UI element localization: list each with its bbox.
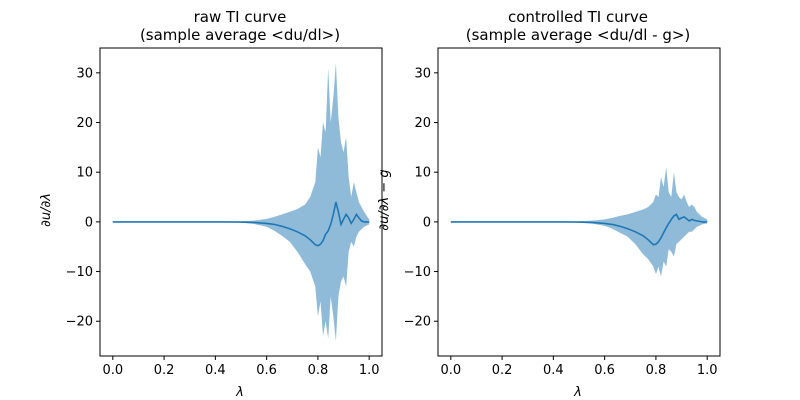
y-tick-label: 10 (414, 166, 431, 181)
x-axis-label: λ (573, 385, 582, 400)
y-tick-label: 30 (76, 66, 93, 81)
y-tick-label: 20 (414, 116, 431, 131)
x-tick-label: 0.8 (646, 363, 667, 378)
y-tick-label: 20 (76, 116, 93, 131)
x-tick-label: 0.4 (543, 363, 564, 378)
y-axis-label: ∂u/∂λ (39, 193, 54, 227)
mean-line (112, 201, 370, 247)
y-tick-label: 0 (85, 215, 93, 230)
axes-frame (437, 47, 721, 357)
axes-frame (99, 47, 383, 357)
chart-title-line-1: raw TI curve (194, 8, 287, 26)
y-tick-label: −10 (66, 265, 93, 280)
controlled-ti-panel: controlled TI curve (sample average <du/… (377, 8, 721, 400)
y-tick-label: −20 (404, 315, 431, 330)
y-tick-label: −20 (66, 315, 93, 330)
plot-area: 0.0 0.2 0.4 0.6 0.8 1.0 −20 −10 0 10 20 30 (404, 47, 721, 378)
y-tick-label: 30 (414, 66, 431, 81)
x-tick-label: 1.0 (697, 363, 718, 378)
y-tick-label: 10 (76, 166, 93, 181)
x-tick-label: 0.0 (102, 363, 123, 378)
x-tick-label: 0.4 (205, 363, 226, 378)
x-tick-label: 0.8 (308, 363, 329, 378)
y-tick-label: 0 (423, 215, 431, 230)
plot-area: 0.0 0.2 0.4 0.6 0.8 1.0 −20 −10 0 10 20 30 (66, 47, 383, 378)
x-tick-label: 0.6 (594, 363, 615, 378)
x-tick-label: 0.0 (440, 363, 461, 378)
x-tick-label: 0.2 (154, 363, 175, 378)
x-axis-label: λ (235, 385, 244, 400)
x-tick-label: 1.0 (359, 363, 380, 378)
x-tick-label: 0.6 (256, 363, 277, 378)
x-tick-label: 0.2 (492, 363, 513, 378)
y-tick-label: −10 (404, 265, 431, 280)
y-axis-label: ∂u/∂λ − g (377, 169, 392, 230)
chart-title-line-2: (sample average <du/dl - g>) (466, 26, 691, 44)
mean-line (450, 213, 708, 246)
chart-title-line-2: (sample average <du/dl>) (140, 26, 340, 44)
confidence-band (112, 62, 370, 342)
raw-ti-panel: raw TI curve (sample average <du/dl>) 0.… (39, 8, 383, 400)
chart-title-line-1: controlled TI curve (508, 8, 648, 26)
